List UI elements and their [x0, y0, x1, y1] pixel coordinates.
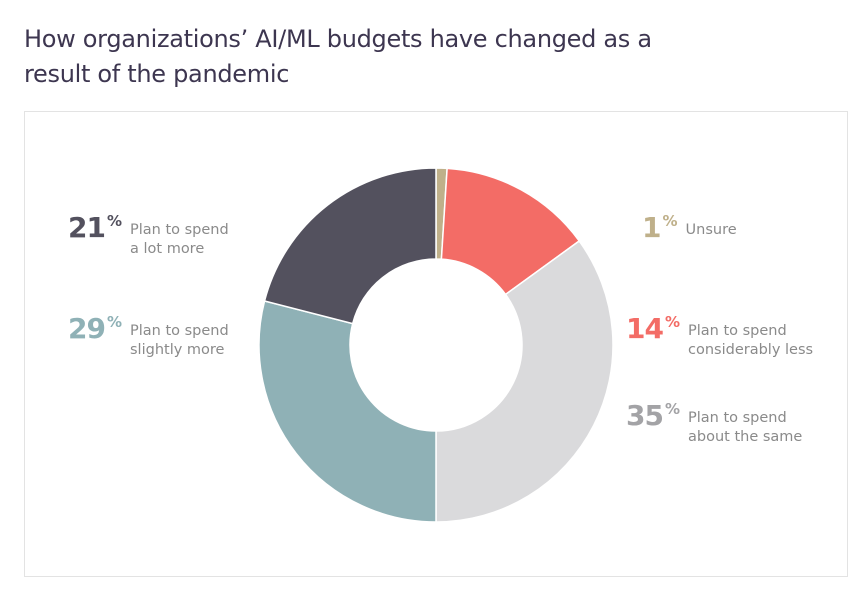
callout-unsure: 1% Unsure [642, 213, 737, 243]
callout-about-the-same-value: 35 [626, 399, 664, 432]
callout-slightly-more-percent: 29% [68, 314, 122, 344]
callout-a-lot-more-label: Plan to spend a lot more [130, 222, 229, 257]
chart-title: How organizations’ AI/ML budgets have ch… [24, 25, 652, 88]
callout-considerably-less-percent: 14% [626, 314, 680, 344]
donut-slice-plan-to-spend-slightly-more [258, 300, 437, 523]
callout-a-lot-more-percent: 21% [68, 213, 122, 243]
donut-slice-plan-to-spend-a-lot-more [263, 167, 437, 325]
callout-unsure-value: 1 [642, 211, 662, 244]
callout-unsure-percent: 1% [642, 213, 678, 243]
callout-slightly-more: 29% Plan to spend slightly more [68, 314, 229, 360]
callout-considerably-less-value: 14 [626, 312, 664, 345]
callout-considerably-less: 14% Plan to spend considerably less [626, 314, 813, 360]
callout-about-the-same-percent: 35% [626, 401, 680, 431]
callout-slightly-more-unit: % [106, 313, 122, 331]
callout-about-the-same-label: Plan to spend about the same [688, 410, 803, 445]
callout-a-lot-more-unit: % [106, 212, 122, 230]
callout-slightly-more-value: 29 [68, 312, 106, 345]
callout-unsure-label: Unsure [685, 222, 737, 238]
callout-unsure-unit: % [662, 212, 678, 230]
callout-slightly-more-label: Plan to spend slightly more [130, 323, 229, 358]
callout-about-the-same-unit: % [664, 400, 680, 418]
donut-slice-plan-to-spend-considerably-less [440, 167, 581, 296]
callout-a-lot-more: 21% Plan to spend a lot more [68, 213, 229, 259]
callout-considerably-less-unit: % [664, 313, 680, 331]
callout-considerably-less-label: Plan to spend considerably less [688, 323, 814, 358]
callout-a-lot-more-value: 21 [68, 211, 106, 244]
donut-slice-plan-to-spend-about-the-same [435, 239, 614, 523]
callout-about-the-same: 35% Plan to spend about the same [626, 401, 802, 447]
